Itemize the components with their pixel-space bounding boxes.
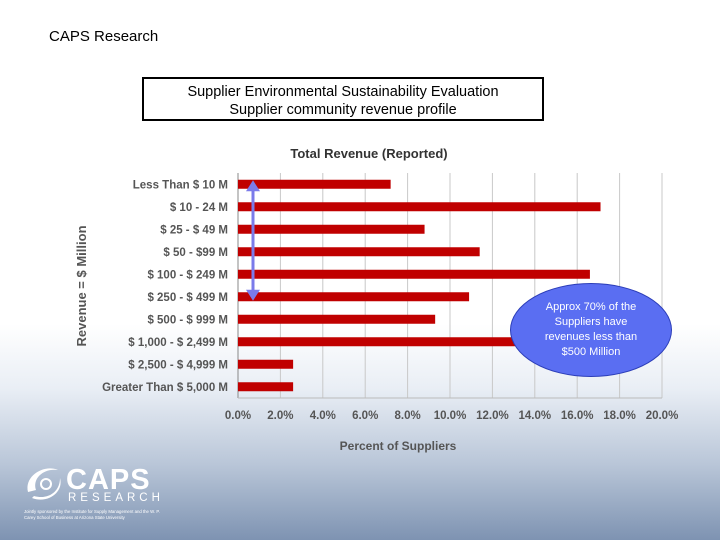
x-tick-label: 16.0% — [561, 410, 594, 422]
bar — [238, 292, 470, 302]
category-label: Greater Than $ 5,000 M — [102, 382, 228, 394]
swoosh-icon — [27, 468, 61, 500]
x-tick-label: 6.0% — [352, 410, 378, 422]
bar — [238, 314, 436, 324]
y-axis-label: Revenue = $ Million — [74, 225, 89, 346]
chart-bars — [238, 179, 601, 392]
x-tick-label: 20.0% — [646, 410, 679, 422]
x-tick-labels: 0.0% 2.0% 4.0% 6.0% 8.0% 10.0% 12.0% 14.0% 16.0%… — [225, 410, 678, 422]
x-tick-label: 14.0% — [518, 410, 551, 422]
org-name: CAPS Research — [49, 28, 159, 45]
chart-title: Total Revenue (Reported) — [290, 146, 447, 161]
title-box: Supplier Environmental Sustainability Ev… — [142, 77, 544, 121]
x-tick-label: 18.0% — [603, 410, 636, 422]
category-label: Less Than $ 10 M — [133, 179, 228, 191]
bar — [238, 337, 516, 347]
title-line-2: Supplier community revenue profile — [229, 102, 457, 118]
category-label: $ 250 - $ 499 M — [147, 292, 228, 304]
logo-tagline: Jointly sponsored by the Institute for S… — [24, 509, 160, 520]
category-labels: Less Than $ 10 M $ 10 - 24 M $ 25 - $ 49 M… — [102, 179, 228, 394]
category-label: $ 2,500 - $ 4,999 M — [128, 359, 228, 371]
bar — [238, 224, 425, 234]
bar — [238, 269, 590, 279]
x-tick-label: 8.0% — [394, 410, 420, 422]
bar — [238, 359, 294, 369]
logo-word: CAPS — [66, 464, 151, 496]
callout-bubble: Approx 70% of the Suppliers have revenue… — [510, 283, 672, 377]
bar — [238, 247, 480, 257]
caps-logo: CAPS RESEARCH Jointly sponsored by the I… — [22, 462, 162, 526]
x-tick-label: 0.0% — [225, 410, 251, 422]
x-axis-label: Percent of Suppliers — [340, 439, 457, 453]
range-arrow — [246, 180, 260, 301]
arrow-head-down — [246, 289, 260, 301]
bar — [238, 202, 601, 212]
category-label: $ 500 - $ 999 M — [147, 314, 228, 326]
bar — [238, 382, 294, 392]
x-tick-label: 12.0% — [476, 410, 509, 422]
title-line-1: Supplier Environmental Sustainability Ev… — [187, 84, 499, 100]
bar — [238, 179, 391, 189]
category-label: $ 1,000 - $ 2,499 M — [128, 337, 228, 349]
arrow-head-up — [246, 180, 260, 192]
x-tick-label: 10.0% — [434, 410, 467, 422]
category-label: $ 10 - 24 M — [170, 202, 228, 214]
x-tick-label: 2.0% — [267, 410, 293, 422]
x-tick-label: 4.0% — [310, 410, 336, 422]
logo-subword: RESEARCH — [68, 492, 164, 504]
category-label: $ 100 - $ 249 M — [147, 269, 228, 281]
category-label: $ 50 - $99 M — [163, 247, 228, 259]
category-label: $ 25 - $ 49 M — [160, 224, 228, 236]
